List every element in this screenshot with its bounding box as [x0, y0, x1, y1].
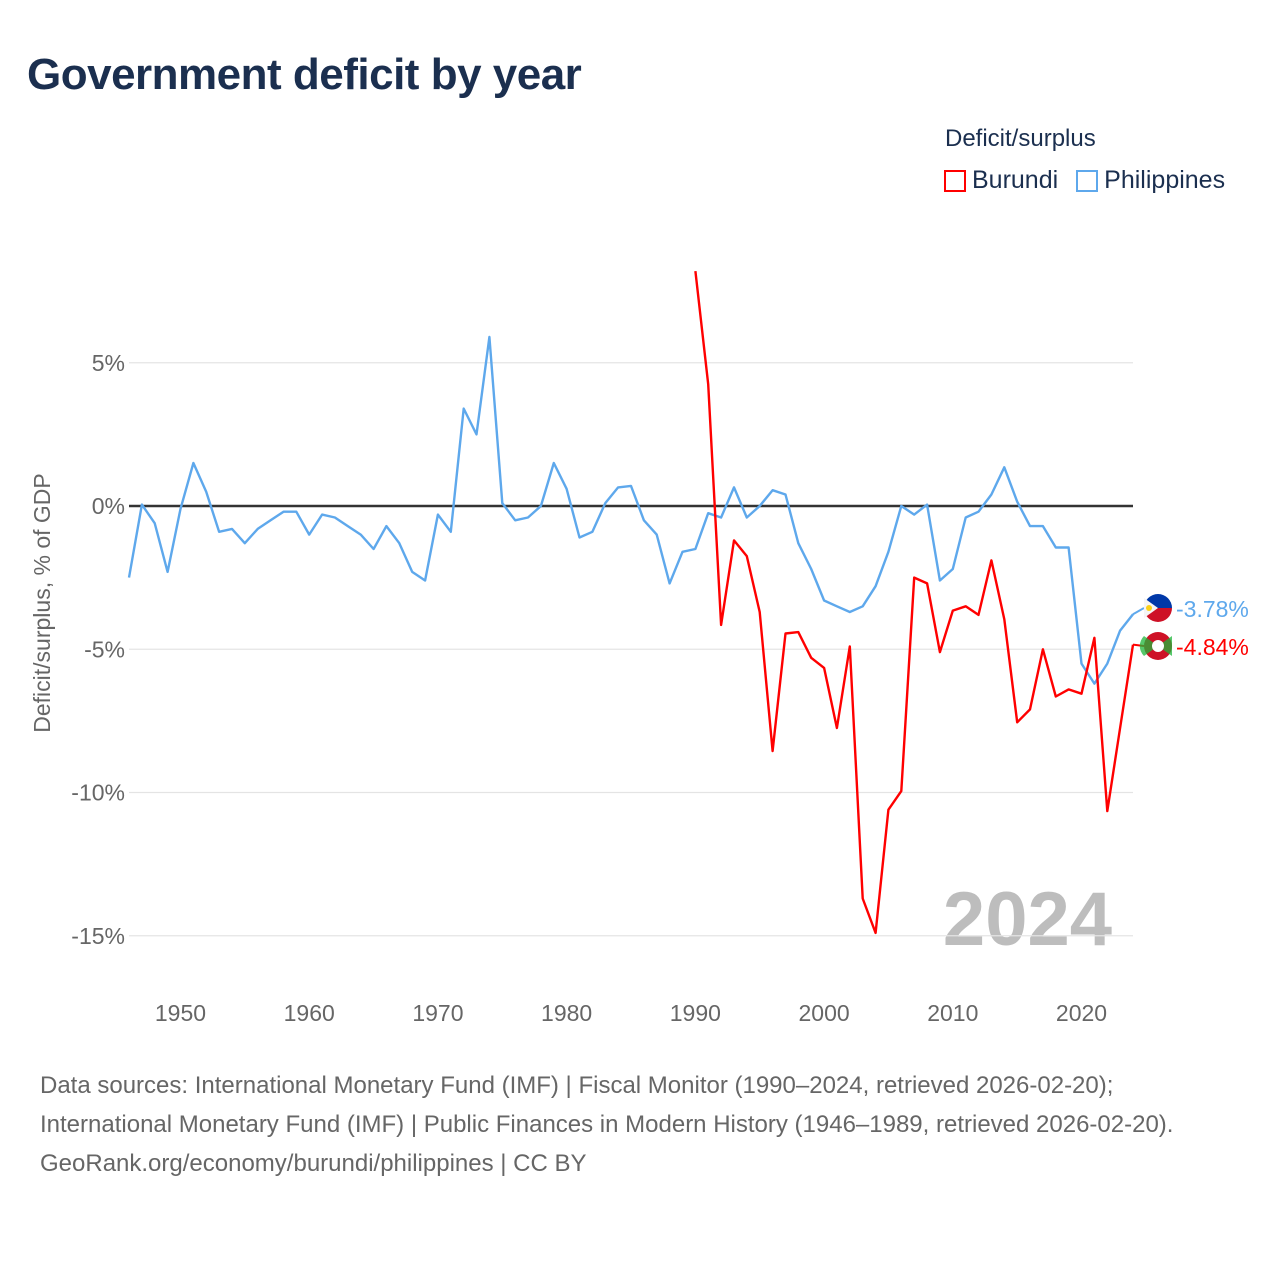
x-tick-label: 2000	[798, 1000, 849, 1026]
legend-title: Deficit/surplus	[945, 125, 1096, 152]
x-tick-label: 1990	[670, 1000, 721, 1026]
x-tick-label: 1980	[541, 1000, 592, 1026]
y-axis-title: Deficit/surplus, % of GDP	[29, 473, 55, 732]
burundi-flag-icon	[1139, 636, 1158, 656]
legend-swatch-burundi	[944, 169, 966, 192]
credit-link[interactable]: GeoRank.org/economy/burundi/philippines …	[40, 1150, 587, 1177]
legend: Burundi Philippines	[944, 166, 1225, 195]
end-label-connector	[1132, 607, 1145, 616]
series-line-burundi	[694, 270, 1135, 935]
y-tick-label: 5%	[92, 350, 125, 376]
end-label-burundi: -4.84%	[1176, 634, 1249, 660]
x-tick-label: 1950	[155, 1000, 206, 1026]
legend-item-philippines[interactable]: Philippines	[1076, 166, 1225, 195]
x-tick-label: 1960	[284, 1000, 335, 1026]
data-sources: Data sources: International Monetary Fun…	[40, 1072, 1174, 1138]
end-label-philippines: -3.78%	[1176, 596, 1249, 622]
legend-item-burundi[interactable]: Burundi	[944, 166, 1058, 195]
y-tick-label: 0%	[92, 493, 125, 519]
legend-swatch-philippines	[1076, 169, 1099, 192]
x-tick-label: 2010	[927, 1000, 978, 1026]
legend-label: Burundi	[972, 166, 1059, 194]
page-title: Government deficit by year	[27, 50, 582, 99]
x-tick-label: 2020	[1056, 1000, 1107, 1026]
burundi-flag-icon	[1152, 640, 1164, 652]
burundi-flag-icon	[1158, 636, 1172, 656]
series-line-philippines	[127, 335, 1134, 685]
x-tick-label: 1970	[412, 1000, 463, 1026]
legend-label: Philippines	[1104, 166, 1226, 194]
year-watermark: 2024	[943, 877, 1112, 962]
y-tick-label: -15%	[71, 923, 125, 949]
philippines-flag-icon	[1146, 605, 1152, 611]
y-tick-label: -5%	[84, 636, 125, 662]
footer: Data sources: International Monetary Fun…	[40, 1066, 1240, 1183]
y-tick-label: -10%	[71, 780, 125, 806]
